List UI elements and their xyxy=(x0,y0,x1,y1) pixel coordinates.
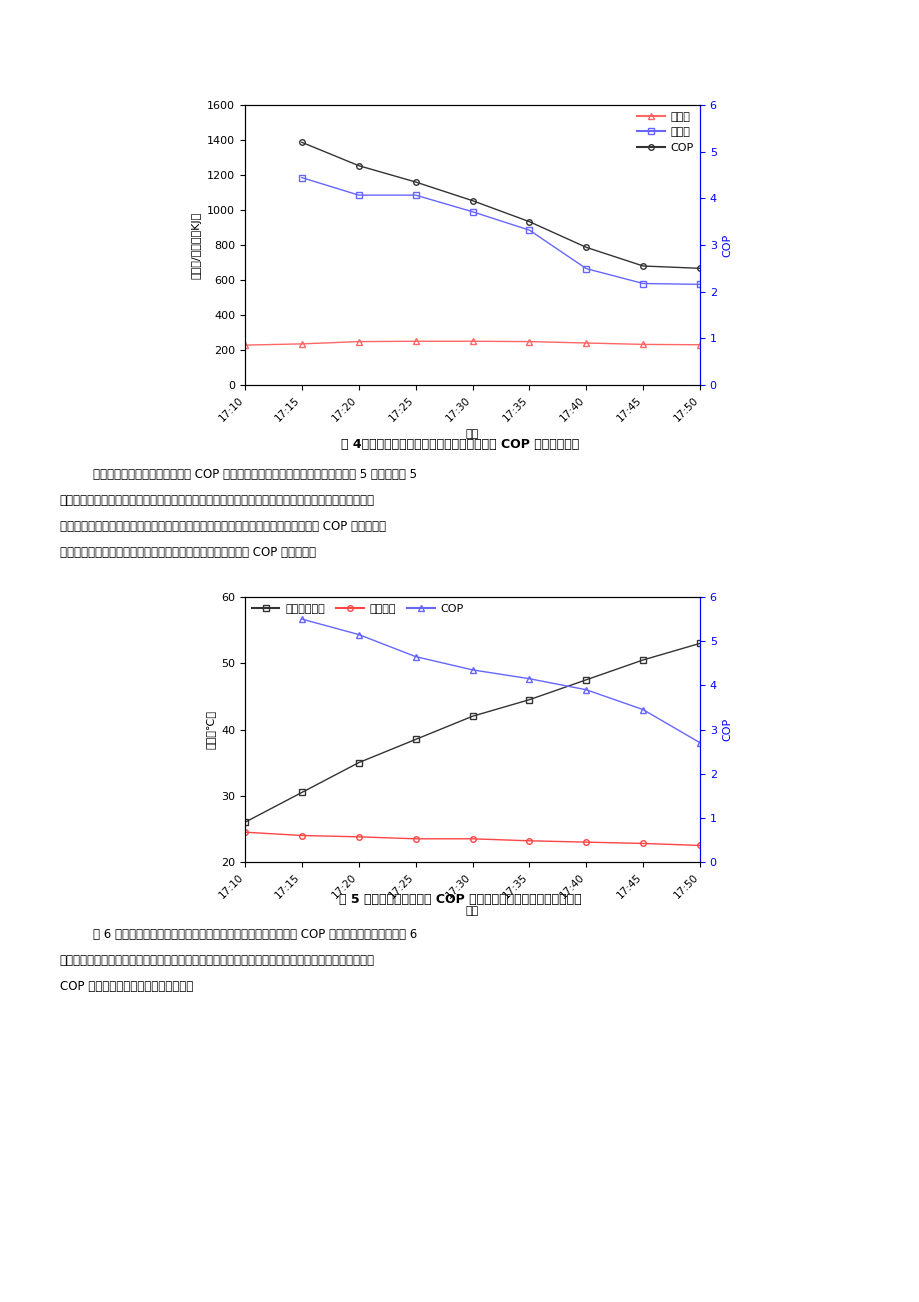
Y-axis label: 制热量/耗电量（KJ）: 制热量/耗电量（KJ） xyxy=(191,211,201,279)
Text: 图 5 环境温度、制热系数 COP 及蓄热水筱上部水温随时间的变化: 图 5 环境温度、制热系数 COP 及蓄热水筱上部水温随时间的变化 xyxy=(338,893,581,906)
Text: 可知，蓄热水筱水温升温曲线的斜率随运行时间的增加而逐渐减小。这是由于当水温逐渐升高时，水筱: 可知，蓄热水筱水温升温曲线的斜率随运行时间的增加而逐渐减小。这是由于当水温逐渐升… xyxy=(60,493,374,506)
Text: 可知，测试期间蒸发温度基本保持稳定，冷凝温度随着加热时间的增加而不断增大，空气源热泵子系统: 可知，测试期间蒸发温度基本保持稳定，冷凝温度随着加热时间的增加而不断增大，空气源… xyxy=(60,954,374,967)
Y-axis label: 温度（℃）: 温度（℃） xyxy=(205,710,215,749)
Text: 图 4、压缩机耗电量、系统供热量及制热系数 COP 随时间的变化: 图 4、压缩机耗电量、系统供热量及制热系数 COP 随时间的变化 xyxy=(341,437,578,450)
Legend: 水筱上部温度, 环境温度, COP: 水筱上部温度, 环境温度, COP xyxy=(247,599,468,618)
Text: 的散热量也逐渐增大，导致水温的升高减缓。此外，空气源热泵子系统系统制热系数 COP 曲线呈下降: 的散热量也逐渐增大，导致水温的升高减缓。此外，空气源热泵子系统系统制热系数 CO… xyxy=(60,519,385,533)
X-axis label: 时间: 时间 xyxy=(465,428,479,439)
Text: COP 値随冷凝温度的升高而相应降低。: COP 値随冷凝温度的升高而相应降低。 xyxy=(60,980,193,993)
Legend: 耗电量, 制热量, COP: 耗电量, 制热量, COP xyxy=(631,107,697,158)
X-axis label: 时间: 时间 xyxy=(465,906,479,915)
Text: 图 6 表示空气源热泵子系统的蒸发器温度，冷凝温度与制热系数 COP 随时间的値的变化。由图 6: 图 6 表示空气源热泵子系统的蒸发器温度，冷凝温度与制热系数 COP 随时间的値… xyxy=(78,928,417,941)
Text: 空气源热泵子系统系统制热系数 COP 及蓄热水筱上部水温随时间的变化温度如图 5 所示。由图 5: 空气源热泵子系统系统制热系数 COP 及蓄热水筱上部水温随时间的变化温度如图 5… xyxy=(78,467,416,480)
Y-axis label: COP: COP xyxy=(721,717,732,741)
Y-axis label: COP: COP xyxy=(721,233,732,256)
Text: 趋势。这是由于随水筱温度的升高，冷凝温度上升，制热系数 COP 相应降低。: 趋势。这是由于随水筱温度的升高，冷凝温度上升，制热系数 COP 相应降低。 xyxy=(60,546,315,559)
